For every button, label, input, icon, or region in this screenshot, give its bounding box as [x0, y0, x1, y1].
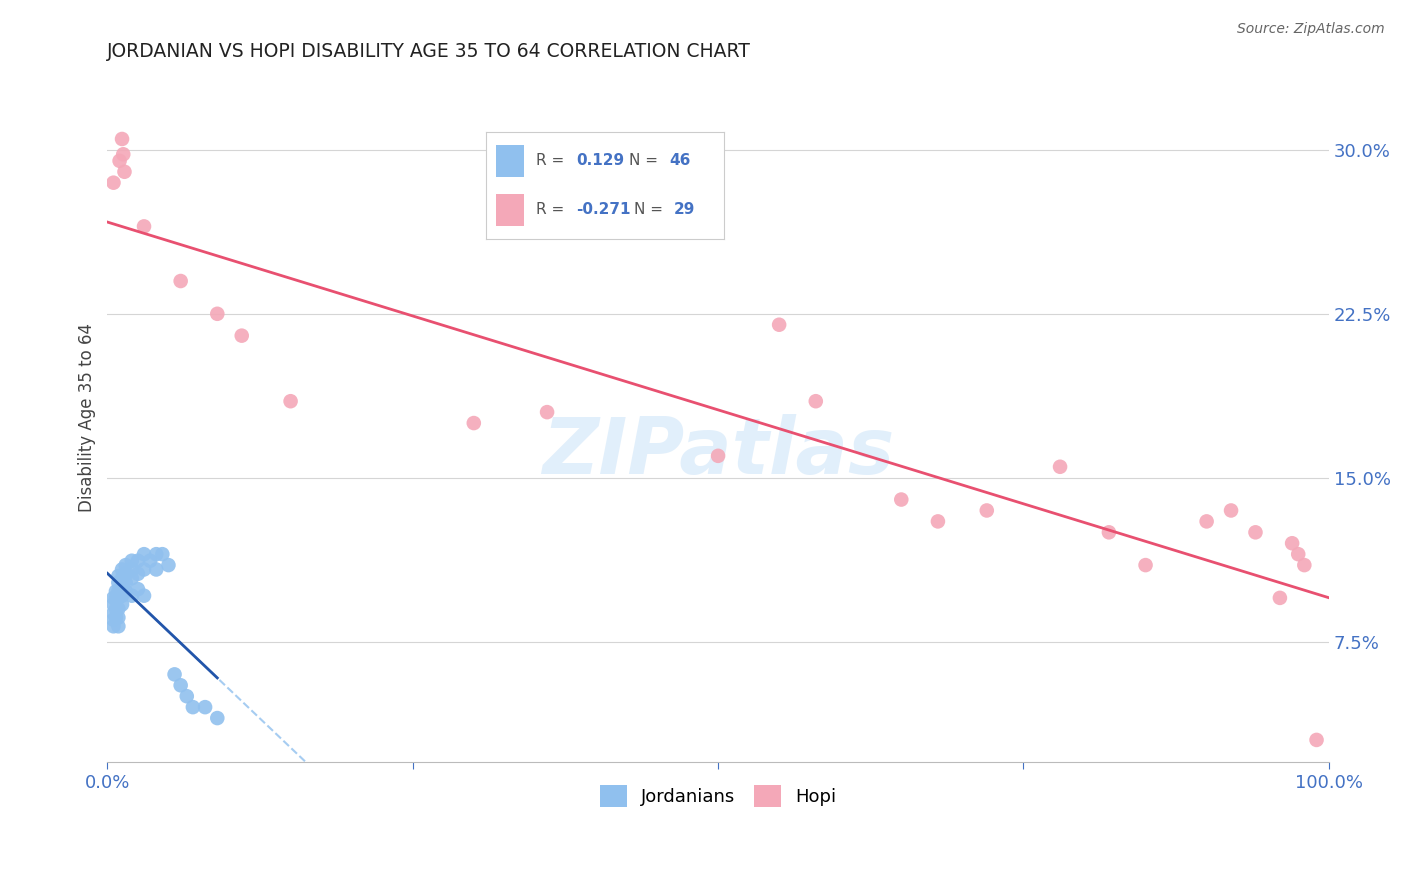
Point — [114, 558, 136, 573]
Point — [231, 328, 253, 343]
Point — [112, 147, 135, 161]
Point — [107, 591, 129, 605]
Point — [280, 394, 302, 409]
Point — [103, 176, 125, 190]
Point — [707, 449, 730, 463]
Point — [132, 547, 155, 561]
Point — [536, 405, 558, 419]
Point — [157, 558, 180, 573]
Point — [107, 619, 129, 633]
Y-axis label: Disability Age 35 to 64: Disability Age 35 to 64 — [79, 323, 96, 512]
Point — [111, 571, 134, 585]
Point — [108, 153, 131, 168]
Point — [927, 515, 949, 529]
Point — [139, 554, 162, 568]
Point — [127, 566, 149, 581]
Point — [107, 584, 129, 599]
Point — [768, 318, 790, 332]
Point — [121, 571, 143, 585]
Point — [163, 667, 186, 681]
Point — [132, 589, 155, 603]
Point — [1268, 591, 1291, 605]
Point — [107, 610, 129, 624]
Point — [1286, 547, 1309, 561]
Point — [111, 580, 134, 594]
Point — [111, 562, 134, 576]
Point — [194, 700, 217, 714]
Point — [121, 589, 143, 603]
Point — [1049, 459, 1071, 474]
Point — [181, 700, 204, 714]
Point — [114, 584, 136, 599]
Text: ZIPatlas: ZIPatlas — [541, 414, 894, 490]
Text: Source: ZipAtlas.com: Source: ZipAtlas.com — [1237, 22, 1385, 37]
Point — [121, 554, 143, 568]
Point — [176, 690, 198, 704]
Point — [207, 711, 229, 725]
Point — [804, 394, 827, 409]
Point — [1281, 536, 1303, 550]
Point — [207, 307, 229, 321]
Point — [1244, 525, 1267, 540]
Point — [976, 503, 998, 517]
Point — [114, 566, 136, 581]
Point — [111, 598, 134, 612]
Point — [104, 610, 127, 624]
Point — [107, 575, 129, 590]
Point — [104, 602, 127, 616]
Legend: Jordanians, Hopi: Jordanians, Hopi — [592, 778, 844, 814]
Point — [890, 492, 912, 507]
Point — [1195, 515, 1218, 529]
Point — [104, 584, 127, 599]
Point — [1305, 733, 1327, 747]
Point — [104, 591, 127, 605]
Point — [103, 619, 125, 633]
Point — [103, 598, 125, 612]
Point — [169, 678, 191, 692]
Point — [111, 132, 134, 146]
Point — [1135, 558, 1157, 573]
Point — [103, 591, 125, 605]
Point — [150, 547, 173, 561]
Point — [1294, 558, 1316, 573]
Point — [1220, 503, 1243, 517]
Point — [107, 569, 129, 583]
Point — [111, 589, 134, 603]
Point — [145, 547, 167, 561]
Point — [132, 219, 155, 234]
Point — [103, 613, 125, 627]
Point — [145, 562, 167, 576]
Point — [103, 606, 125, 620]
Point — [463, 416, 485, 430]
Point — [1098, 525, 1121, 540]
Point — [127, 582, 149, 596]
Point — [114, 165, 136, 179]
Point — [132, 562, 155, 576]
Point — [107, 602, 129, 616]
Text: JORDANIAN VS HOPI DISABILITY AGE 35 TO 64 CORRELATION CHART: JORDANIAN VS HOPI DISABILITY AGE 35 TO 6… — [107, 42, 751, 61]
Point — [127, 554, 149, 568]
Point — [121, 562, 143, 576]
Point — [169, 274, 191, 288]
Point — [114, 575, 136, 590]
